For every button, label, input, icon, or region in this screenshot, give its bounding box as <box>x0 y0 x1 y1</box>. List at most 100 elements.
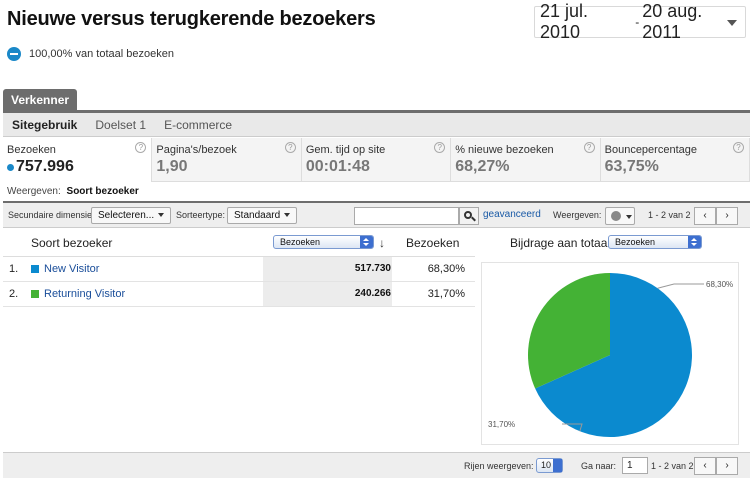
column-header-visitor-type[interactable]: Soort bezoeker <box>31 236 113 250</box>
view-label: Weergeven: <box>7 186 61 197</box>
contribution-select[interactable]: Bezoeken <box>608 235 702 249</box>
goto-page-input[interactable]: 1 <box>622 457 648 474</box>
pie-label-1: 68,30% <box>706 280 733 289</box>
metric-select-value: Bezoeken <box>280 237 321 247</box>
date-range-picker[interactable]: 21 jul. 2010 - 20 aug. 2011 <box>534 1 746 42</box>
table-footer: Rijen weergeven: 10 Ga naar: 1 1 - 2 van… <box>3 452 750 478</box>
metric-label: Pagina's/bezoek <box>156 144 237 156</box>
contribution-label: Bijdrage aan totaal: <box>510 236 614 250</box>
view-selector: Weergeven: Soort bezoeker <box>7 186 139 197</box>
metric-bouncepercentage[interactable]: Bouncepercentage 63,75% ? <box>600 138 750 182</box>
metric-value: 63,75% <box>604 158 659 175</box>
date-start: 21 jul. 2010 <box>540 1 589 42</box>
advanced-search-link[interactable]: geavanceerd <box>483 209 541 220</box>
metric-value: 68,27% <box>455 158 510 175</box>
metric-value: 1,90 <box>156 158 188 175</box>
pie-leader-line-1 <box>657 283 704 289</box>
next-page-button[interactable]: › <box>716 207 738 225</box>
rows-per-page-select[interactable]: 10 <box>536 458 563 473</box>
tab-divider <box>3 110 750 113</box>
search-icon-handle <box>471 216 476 222</box>
column-header-visits[interactable]: Bezoeken <box>406 236 460 250</box>
chevron-down-icon <box>626 215 632 219</box>
sort-type-label: Sorteertype: <box>176 210 226 220</box>
metric-bezoeken[interactable]: Bezoeken 757.996 ? <box>3 138 153 182</box>
metric-label: Bouncepercentage <box>604 144 697 156</box>
pie-slice-2[interactable] <box>528 273 610 389</box>
segment-label: 100,00% van totaal bezoeken <box>29 48 174 60</box>
footer-next-page-button[interactable]: › <box>716 457 738 475</box>
table-header: Soort bezoeker Bezoeken ↓ Bezoeken <box>3 229 475 257</box>
rows-per-page-value: 10 <box>541 460 552 470</box>
metric-label: Bezoeken <box>7 144 56 156</box>
metric-paginas-per-bezoek[interactable]: Pagina's/bezoek 1,90 ? <box>152 138 302 182</box>
metric-gem-tijd[interactable]: Gem. tijd op site 00:01:48 ? <box>301 138 452 182</box>
metric-label: % nieuwe bezoeken <box>455 144 554 156</box>
contribution-select-value: Bezoeken <box>615 237 656 247</box>
value-cell <box>263 257 392 281</box>
search-icon <box>464 211 472 219</box>
tab-sitegebruik[interactable]: Sitegebruik <box>12 117 78 132</box>
row-link[interactable]: Returning Visitor <box>44 288 126 300</box>
series-swatch <box>31 265 39 273</box>
select-arrows-icon <box>688 236 701 248</box>
chevron-down-icon <box>284 213 291 218</box>
table-row[interactable]: 1. New Visitor 517.730 68,30% <box>3 257 475 282</box>
select-arrows-icon <box>360 236 373 248</box>
tab-doelset-1[interactable]: Doelset 1 <box>95 117 147 132</box>
rows-per-page-label: Rijen weergeven: <box>464 461 534 471</box>
contribution-pie-chart: 68,30% 31,70% <box>481 262 739 445</box>
subtab-bar: Sitegebruik Doelset 1 E-commerce <box>3 113 750 137</box>
series-swatch <box>31 290 39 298</box>
search-button[interactable] <box>459 207 479 225</box>
pagination-range: 1 - 2 van 2 <box>648 210 691 220</box>
table-row[interactable]: 2. Returning Visitor 240.266 31,70% <box>3 282 475 307</box>
pie-chart-icon <box>611 211 621 221</box>
secondary-dimension-value: Selecteren... <box>98 210 155 221</box>
row-index: 2. <box>9 288 19 300</box>
sort-descending-icon[interactable]: ↓ <box>379 236 385 250</box>
segment-icon <box>7 47 21 61</box>
search-input[interactable] <box>354 207 459 225</box>
metric-value: 757.996 <box>7 158 146 176</box>
prev-page-button[interactable]: ‹ <box>694 207 716 225</box>
select-arrows-icon <box>553 459 562 472</box>
row-value: 517.730 <box>354 263 391 274</box>
page-title: Nieuwe versus terugkerende bezoekers <box>7 8 376 30</box>
chevron-down-icon <box>727 20 737 26</box>
view-type-label: Weergeven: <box>553 210 602 220</box>
table-toolbar: Secundaire dimensie: Selecteren... Sorte… <box>3 201 750 228</box>
footer-prev-page-button[interactable]: ‹ <box>694 457 716 475</box>
tab-e-commerce[interactable]: E-commerce <box>164 117 233 132</box>
pie-leader-line-2 <box>562 423 583 432</box>
pie-chart-svg: 68,30% 31,70% <box>488 273 733 437</box>
view-type-button[interactable] <box>605 207 635 225</box>
secondary-dimension-select[interactable]: Selecteren... <box>91 207 172 224</box>
secondary-dimension-label: Secundaire dimensie: <box>8 210 95 220</box>
segment-indicator[interactable]: 100,00% van totaal bezoeken <box>7 47 174 61</box>
chevron-down-icon <box>158 213 165 218</box>
view-value[interactable]: Soort bezoeker <box>66 186 139 197</box>
metric-select[interactable]: Bezoeken <box>273 235 374 249</box>
tab-verkenner[interactable]: Verkenner <box>3 89 78 111</box>
date-end: 20 aug. 2011 <box>642 1 703 42</box>
metric-label: Gem. tijd op site <box>305 144 386 156</box>
help-icon[interactable]: ? <box>733 142 745 153</box>
goto-label: Ga naar: <box>581 461 617 471</box>
row-percentage: 68,30% <box>427 263 465 275</box>
sort-type-value: Standaard <box>234 210 281 221</box>
help-icon[interactable]: ? <box>284 142 296 153</box>
date-separator: - <box>635 15 640 29</box>
row-link[interactable]: New Visitor <box>44 263 100 275</box>
row-index: 1. <box>9 263 19 275</box>
help-icon[interactable]: ? <box>583 142 595 153</box>
row-percentage: 31,70% <box>427 288 465 300</box>
row-value: 240.266 <box>354 288 391 299</box>
metric-nieuwe-bezoeken[interactable]: % nieuwe bezoeken 68,27% ? <box>451 138 601 182</box>
pie-slice-1[interactable] <box>535 273 692 437</box>
sort-type-select[interactable]: Standaard <box>227 207 298 224</box>
footer-pagination-range: 1 - 2 van 2 <box>651 461 694 471</box>
help-icon[interactable]: ? <box>434 142 446 153</box>
help-icon[interactable]: ? <box>135 142 147 153</box>
pie-label-2: 31,70% <box>488 420 515 429</box>
